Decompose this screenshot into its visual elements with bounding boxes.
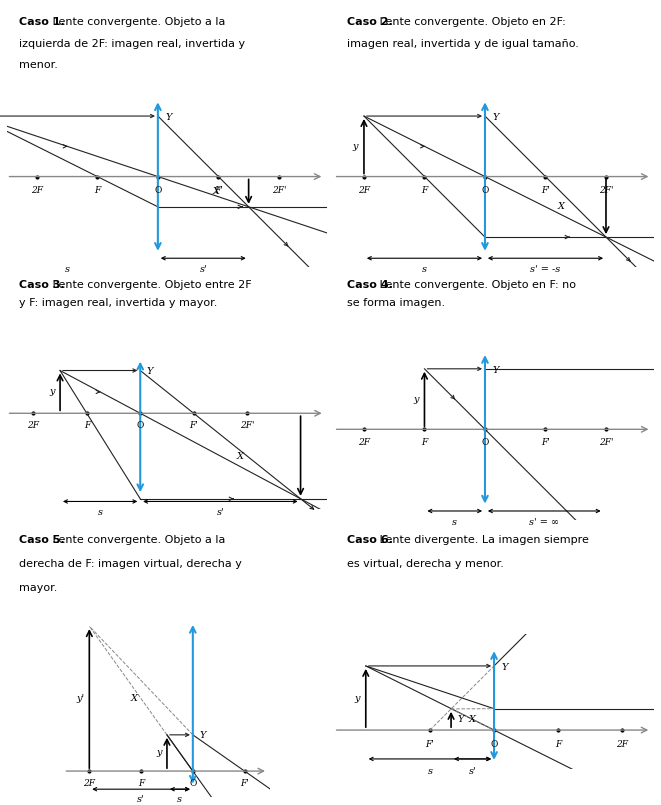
Text: 2F: 2F bbox=[358, 439, 370, 448]
Text: 2F': 2F' bbox=[599, 186, 613, 195]
Text: 2F: 2F bbox=[31, 186, 43, 195]
Text: imagen real, invertida y de igual tamaño.: imagen real, invertida y de igual tamaño… bbox=[346, 39, 578, 48]
Text: O: O bbox=[481, 186, 488, 195]
Text: F: F bbox=[421, 439, 428, 448]
Text: izquierda de 2F: imagen real, invertida y: izquierda de 2F: imagen real, invertida … bbox=[19, 39, 246, 48]
Text: F: F bbox=[555, 740, 561, 749]
Text: 2F: 2F bbox=[358, 186, 370, 195]
Text: s' = ∞: s' = ∞ bbox=[529, 518, 559, 527]
Text: y: y bbox=[354, 693, 360, 703]
Text: s': s' bbox=[137, 795, 145, 804]
Text: s' = -s: s' = -s bbox=[530, 266, 561, 275]
Text: s: s bbox=[428, 766, 432, 776]
Text: Y: Y bbox=[147, 367, 153, 376]
Text: F': F' bbox=[541, 439, 550, 448]
Text: Caso 2.: Caso 2. bbox=[346, 17, 392, 27]
Text: Caso 4.: Caso 4. bbox=[346, 279, 393, 290]
Text: 2F': 2F' bbox=[599, 439, 613, 448]
Text: s: s bbox=[422, 266, 427, 275]
Text: Lente convergente. Objeto en F: no: Lente convergente. Objeto en F: no bbox=[375, 279, 576, 290]
Text: O: O bbox=[137, 421, 144, 431]
Text: Caso 5.: Caso 5. bbox=[19, 535, 65, 545]
Text: Lente convergente. Objeto en 2F:: Lente convergente. Objeto en 2F: bbox=[375, 17, 565, 27]
Text: Caso 1.: Caso 1. bbox=[19, 17, 65, 27]
Text: Y: Y bbox=[492, 114, 499, 122]
Text: Caso 6.: Caso 6. bbox=[346, 535, 393, 545]
Text: Y: Y bbox=[457, 715, 464, 724]
Text: Lente convergente. Objeto a la: Lente convergente. Objeto a la bbox=[49, 535, 225, 545]
Text: O: O bbox=[189, 778, 196, 788]
Text: F: F bbox=[95, 186, 100, 195]
Text: F': F' bbox=[426, 740, 434, 749]
Text: es virtual, derecha y menor.: es virtual, derecha y menor. bbox=[346, 559, 504, 569]
Text: 2F': 2F' bbox=[240, 421, 254, 431]
Text: Lente convergente. Objeto entre 2F: Lente convergente. Objeto entre 2F bbox=[49, 279, 251, 290]
Text: y F: imagen real, invertida y mayor.: y F: imagen real, invertida y mayor. bbox=[19, 298, 218, 308]
Text: 2F: 2F bbox=[27, 421, 40, 431]
Text: Y: Y bbox=[199, 732, 206, 741]
Text: s: s bbox=[452, 518, 457, 527]
Text: se forma imagen.: se forma imagen. bbox=[346, 298, 445, 308]
Text: y: y bbox=[49, 387, 55, 396]
Text: s: s bbox=[98, 508, 102, 517]
Text: F': F' bbox=[541, 186, 550, 195]
Text: s': s' bbox=[200, 266, 207, 275]
Text: Y: Y bbox=[165, 114, 172, 122]
Text: Lente divergente. La imagen siempre: Lente divergente. La imagen siempre bbox=[375, 535, 588, 545]
Text: O: O bbox=[481, 439, 488, 448]
Text: y': y' bbox=[76, 694, 84, 703]
Text: F: F bbox=[421, 186, 428, 195]
Text: X: X bbox=[558, 202, 564, 211]
Text: 2F': 2F' bbox=[272, 186, 286, 195]
Text: s: s bbox=[177, 795, 182, 804]
Text: 2F: 2F bbox=[616, 740, 629, 749]
Text: s': s' bbox=[469, 766, 477, 776]
Text: s: s bbox=[65, 266, 69, 275]
Text: s': s' bbox=[217, 508, 224, 517]
Text: Y: Y bbox=[502, 663, 508, 672]
Text: derecha de F: imagen virtual, derecha y: derecha de F: imagen virtual, derecha y bbox=[19, 559, 243, 569]
Text: menor.: menor. bbox=[19, 60, 58, 71]
Text: F': F' bbox=[189, 421, 198, 431]
Text: y: y bbox=[156, 749, 162, 758]
Text: X: X bbox=[237, 452, 243, 460]
Text: mayor.: mayor. bbox=[19, 583, 58, 593]
Text: O: O bbox=[490, 740, 498, 749]
Text: O: O bbox=[154, 186, 161, 195]
Text: X: X bbox=[212, 188, 219, 196]
Text: y: y bbox=[413, 394, 418, 403]
Text: y: y bbox=[352, 142, 358, 151]
Text: F': F' bbox=[214, 186, 223, 195]
Text: X: X bbox=[131, 694, 137, 703]
Text: 2F: 2F bbox=[83, 778, 95, 788]
Text: Lente convergente. Objeto a la: Lente convergente. Objeto a la bbox=[49, 17, 225, 27]
Text: Y: Y bbox=[492, 366, 499, 375]
Text: X: X bbox=[468, 715, 475, 724]
Text: F: F bbox=[138, 778, 144, 788]
Text: Caso 3.: Caso 3. bbox=[19, 279, 65, 290]
Text: F': F' bbox=[240, 778, 249, 788]
Text: F: F bbox=[84, 421, 90, 431]
